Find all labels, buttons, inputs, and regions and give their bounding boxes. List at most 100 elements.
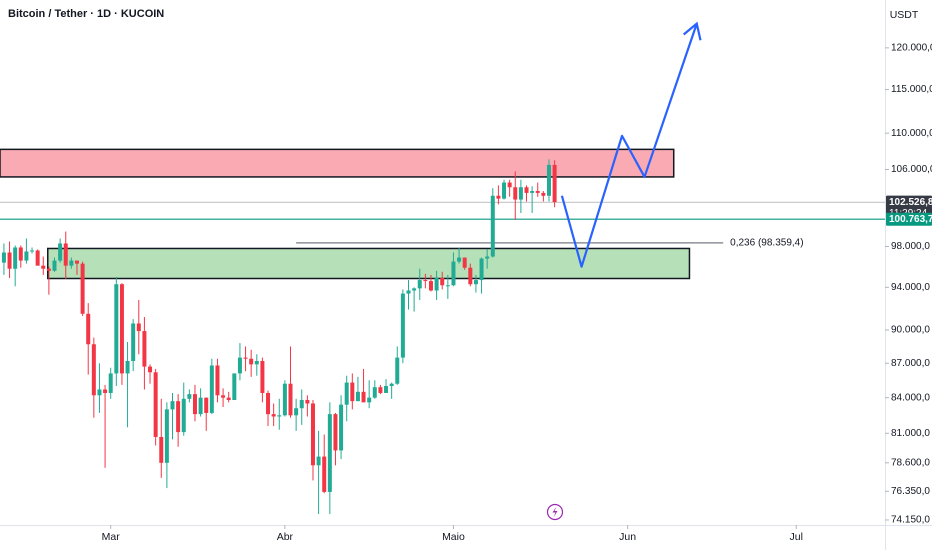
candle-body [7,252,12,269]
candle-body [530,191,535,193]
candle-body [41,265,46,269]
candle-body [181,398,186,433]
y-tick-label: 90.000,0 [891,325,930,336]
candle-body [294,408,299,416]
candle-body [428,281,433,291]
candle-body [277,415,282,417]
candle-body [350,382,355,402]
candle-body [13,247,18,269]
y-tick-label: 81.000,0 [891,428,930,439]
candle-body [507,182,512,188]
candle-body [80,263,85,314]
candle-body [58,243,63,261]
candle-body [52,260,57,271]
candle-body [198,397,203,415]
candle-body [215,365,220,396]
candle-body [440,277,445,286]
candle-body [153,372,158,437]
candle-body [18,247,23,261]
candle-body [395,357,400,384]
candle-body [282,383,287,416]
y-tick-label: 106.000,0 [891,164,932,175]
candle-body [46,268,51,271]
candle-body [125,360,130,374]
candle-body [339,404,344,451]
candle-body [131,323,136,361]
y-tick-label: 98.000,0 [891,241,930,252]
candle-body [192,394,197,415]
candle-body [361,391,366,403]
candle-body [108,373,113,393]
candle-body [327,414,332,492]
price-label: 100.763,7 [889,214,932,225]
candle-body [546,164,551,196]
zone [47,247,691,280]
candle-body [412,288,417,291]
candle-body [103,389,108,393]
candle-body [389,383,394,387]
candle-body [176,401,181,433]
candle-body [457,257,462,262]
candle-body [462,257,467,268]
y-tick-label: 78.600,0 [891,457,930,468]
candle-body [417,280,422,289]
fib-label: 0,236 (98.359,4) [730,238,803,249]
y-tick-label: 120.000,0 [891,42,932,53]
y-tick-label: 84.000,0 [891,392,930,403]
price-label: 102.526,8 [889,197,932,208]
y-tick-label: 94.000,0 [891,282,930,293]
lightning-icon [546,503,564,521]
candle-body [136,323,141,332]
candle-body [378,387,383,393]
candle-body [209,365,214,413]
chart-title: Bitcoin / Tether · 1D · KUCOIN [8,8,164,20]
projection-arrowhead [682,21,702,41]
candle-body [367,397,372,403]
candle-body [24,251,29,261]
x-tick-label: Mar [102,531,121,543]
candle-body [316,456,321,466]
candle-body [266,392,271,415]
candle-body [249,358,254,365]
x-tick-label: Abr [277,531,294,543]
candle-body [434,277,439,291]
x-tick-label: Maio [442,531,465,543]
projection-path [560,23,698,268]
candle-body [384,386,389,393]
candle-body [355,391,360,402]
candle-body [204,397,209,413]
candle-body [406,290,411,294]
candle-body [451,261,456,286]
candle-body [490,195,495,257]
candle-body [299,399,304,409]
x-tick-label: Jun [619,531,636,543]
candle-body [372,387,377,398]
y-tick-label: 74.150,0 [891,515,930,526]
candle-body [148,366,153,373]
candle-body [187,394,192,399]
candle-body [35,250,40,266]
y-tick-label: 87.000,0 [891,358,930,369]
candle-body [86,313,91,345]
candle-body [535,191,540,193]
candle-body [142,331,147,367]
candle-body [524,187,529,193]
y-tick-label: 115.000,0 [891,84,932,95]
candle-body [513,187,518,200]
price-label-box [886,212,932,226]
candle-body [226,397,231,400]
candle-body [479,258,484,281]
candle-body [243,357,248,359]
candle-body [322,456,327,492]
candle-body [271,414,276,417]
candle-body [310,403,315,466]
y-tick-label: 110.000,0 [891,128,932,139]
candle-body [170,401,175,410]
candle-body [445,285,450,287]
currency-label: USDT [890,9,919,21]
candle-body [333,414,338,451]
candle-body [221,395,226,398]
candle-body [30,250,35,252]
plot-area: 120.000,0 115.000,0 110.000,0 106.000,0 98.0… [0,21,932,543]
